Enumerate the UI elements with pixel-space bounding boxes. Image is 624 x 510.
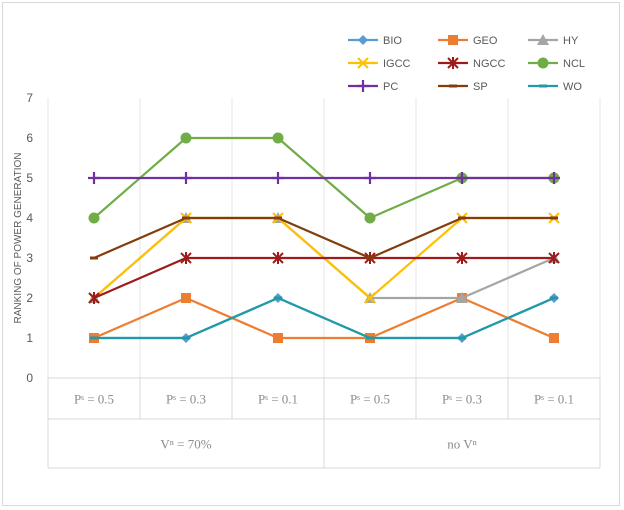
legend-marker [448, 35, 458, 45]
x-group-label: no Vⁿ [447, 437, 477, 452]
legend-label: SP [473, 81, 488, 93]
data-point-ncl [88, 212, 100, 224]
data-point-pc [364, 172, 376, 184]
y-tick-label: 1 [26, 331, 33, 345]
data-point-pc [548, 172, 560, 184]
y-tick-label: 0 [26, 371, 33, 385]
legend-item-wo: WO [528, 81, 582, 93]
data-point-geo [181, 293, 191, 303]
series-sp [90, 216, 558, 260]
legend-label: IGCC [383, 58, 411, 70]
y-tick-label: 7 [26, 91, 33, 105]
chart-frame: 0 1 2 3 4 5 6 7 RANKING OF POWER GENERATION Pˢ = … [2, 2, 620, 506]
series-line-geo [93, 296, 555, 340]
y-tick-label: 2 [26, 291, 33, 305]
data-point-pc [88, 172, 100, 184]
y-axis-label: RANKING OF POWER GENERATION [13, 153, 24, 324]
legend-marker [357, 57, 369, 69]
legend-item-ngcc: NGCC [438, 57, 505, 70]
data-point-hy [456, 292, 468, 303]
legend-marker [537, 34, 549, 45]
series-pc [88, 172, 560, 184]
data-point-ncl [364, 212, 376, 224]
legend-label: NCL [563, 58, 585, 70]
legend-item-geo: GEO [438, 35, 498, 47]
y-tick-label: 5 [26, 171, 33, 185]
data-point-igcc [364, 292, 376, 304]
y-tick-label: 3 [26, 251, 33, 265]
legend-marker [358, 35, 368, 45]
y-tick-label: 6 [26, 131, 33, 145]
x-category-label: Pˢ = 0.5 [350, 392, 390, 407]
data-point-ncl [180, 132, 192, 144]
legend: BIO GEO HY IGCC NGCC NCL PC SP WO [348, 34, 585, 93]
series-wo [90, 296, 558, 340]
x-group-label: Vⁿ = 70% [160, 437, 211, 452]
legend-marker [357, 80, 369, 92]
data-point-ncl [272, 132, 284, 144]
series-line-sp [93, 216, 554, 260]
legend-label: NGCC [473, 58, 505, 70]
data-point-ngcc [548, 252, 560, 264]
series-line-ngcc [93, 256, 554, 300]
data-point-geo [549, 333, 559, 343]
legend-item-hy: HY [528, 34, 579, 47]
legend-label: HY [563, 35, 579, 47]
x-category-label: Pˢ = 0.5 [74, 392, 114, 407]
y-tick-label: 4 [26, 211, 33, 225]
legend-label: PC [383, 81, 398, 93]
legend-item-bio: BIO [348, 35, 402, 47]
series-line-wo [94, 296, 555, 340]
legend-label: BIO [383, 35, 402, 47]
data-point-ngcc [88, 292, 100, 304]
legend-item-igcc: IGCC [348, 57, 411, 70]
data-point-ngcc [456, 252, 468, 264]
legend-item-pc: PC [348, 80, 398, 93]
data-point-pc [180, 172, 192, 184]
x-category-label: Pˢ = 0.1 [534, 392, 574, 407]
data-point-pc [456, 172, 468, 184]
legend-marker [447, 57, 459, 69]
data-point-ngcc [180, 252, 192, 264]
series-ngcc [88, 252, 560, 304]
x-category-label: Pˢ = 0.3 [166, 392, 206, 407]
x-category-label: Pˢ = 0.1 [258, 392, 298, 407]
x-category-label: Pˢ = 0.3 [442, 392, 482, 407]
legend-item-ncl: NCL [528, 57, 585, 70]
legend-label: WO [563, 81, 582, 93]
legend-item-sp: SP [438, 81, 488, 93]
data-point-geo [273, 333, 283, 343]
data-point-pc [272, 172, 284, 184]
legend-label: GEO [473, 35, 498, 47]
legend-marker [537, 57, 549, 69]
line-chart: 0 1 2 3 4 5 6 7 RANKING OF POWER GENERATION Pˢ = … [13, 34, 601, 469]
data-point-ngcc [272, 252, 284, 264]
